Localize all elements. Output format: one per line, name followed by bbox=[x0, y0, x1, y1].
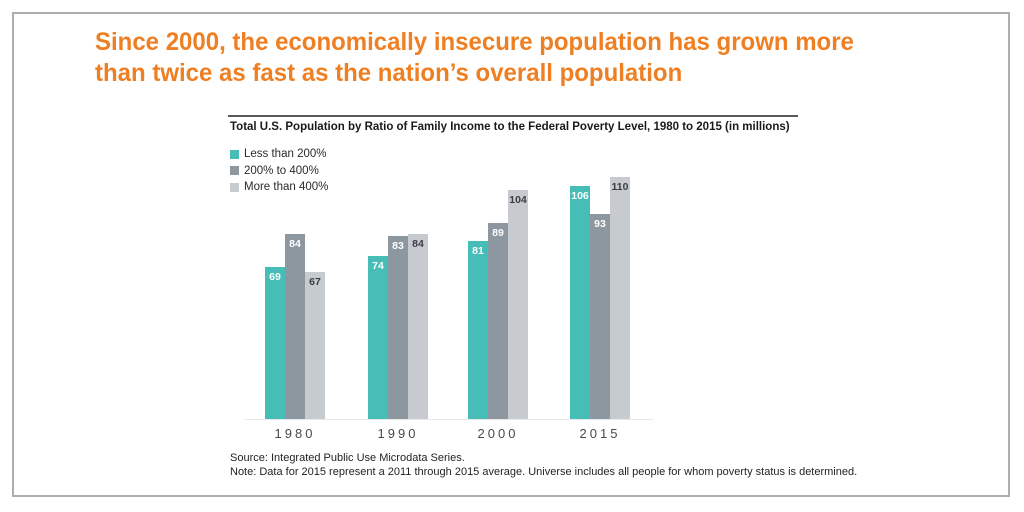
x-axis-line bbox=[244, 418, 653, 420]
bar-1990-series-2: 84 bbox=[408, 234, 428, 419]
bar-2015-series-0: 106 bbox=[570, 185, 590, 419]
chart-title: Total U.S. Population by Ratio of Family… bbox=[230, 121, 790, 133]
bar-2015-series-2: 110 bbox=[610, 177, 630, 419]
chart-top-rule bbox=[228, 115, 798, 117]
bar-2000-series-2: 104 bbox=[508, 190, 528, 419]
x-axis-label-2000: 2000 bbox=[477, 426, 519, 441]
bar-value-label: 84 bbox=[289, 238, 301, 251]
bar-1980-series-1: 84 bbox=[285, 234, 305, 419]
source-text: Source: Integrated Public Use Microdata … bbox=[230, 452, 465, 464]
legend-item-2: More than 400% bbox=[230, 179, 328, 196]
bar-2015-series-1: 93 bbox=[590, 214, 610, 419]
headline-line-1: Since 2000, the economically insecure po… bbox=[95, 28, 854, 56]
legend-swatch-icon bbox=[230, 182, 239, 192]
legend-item-1: 200% to 400% bbox=[230, 163, 328, 180]
x-axis-labels: 1980 1990 2000 2015 bbox=[228, 426, 658, 442]
bar-2000-series-1: 89 bbox=[488, 223, 508, 419]
bar-2000-series-0: 81 bbox=[468, 240, 488, 419]
bar-1990-series-0: 74 bbox=[368, 256, 388, 419]
bar-value-label: 106 bbox=[571, 189, 589, 202]
bar-value-label: 89 bbox=[492, 227, 504, 240]
bar-value-label: 110 bbox=[611, 181, 629, 193]
chart-legend: Less than 200% 200% to 400% More than 400% bbox=[230, 146, 328, 196]
legend-swatch-icon bbox=[230, 166, 239, 176]
bar-value-label: 81 bbox=[472, 244, 484, 257]
headline: Since 2000, the economically insecure po… bbox=[95, 27, 901, 89]
bar-value-label: 84 bbox=[412, 238, 424, 251]
bar-value-label: 69 bbox=[269, 271, 281, 284]
x-axis-label-1980: 1980 bbox=[274, 426, 316, 441]
legend-item-0: Less than 200% bbox=[230, 146, 328, 163]
legend-label: Less than 200% bbox=[244, 148, 327, 161]
note-text: Note: Data for 2015 represent a 2011 thr… bbox=[230, 466, 858, 478]
legend-swatch-icon bbox=[230, 149, 239, 159]
legend-label: 200% to 400% bbox=[244, 164, 319, 177]
bar-value-label: 104 bbox=[509, 194, 527, 207]
bar-value-label: 83 bbox=[392, 240, 404, 253]
bar-value-label: 74 bbox=[372, 260, 384, 273]
legend-label: More than 400% bbox=[244, 181, 329, 194]
bar-value-label: 93 bbox=[594, 218, 606, 231]
plot-area: 69 84 67 74 83 84 81 89 104 106 93 110 bbox=[228, 177, 658, 420]
x-axis-label-2015: 2015 bbox=[579, 426, 621, 441]
bar-value-label: 67 bbox=[309, 275, 321, 288]
bar-1980-series-0: 69 bbox=[265, 267, 285, 419]
bar-1990-series-1: 83 bbox=[388, 236, 408, 419]
bar-1980-series-2: 67 bbox=[305, 271, 325, 419]
headline-line-2: than twice as fast as the nation’s overa… bbox=[95, 59, 683, 87]
x-axis-label-1990: 1990 bbox=[377, 426, 419, 441]
